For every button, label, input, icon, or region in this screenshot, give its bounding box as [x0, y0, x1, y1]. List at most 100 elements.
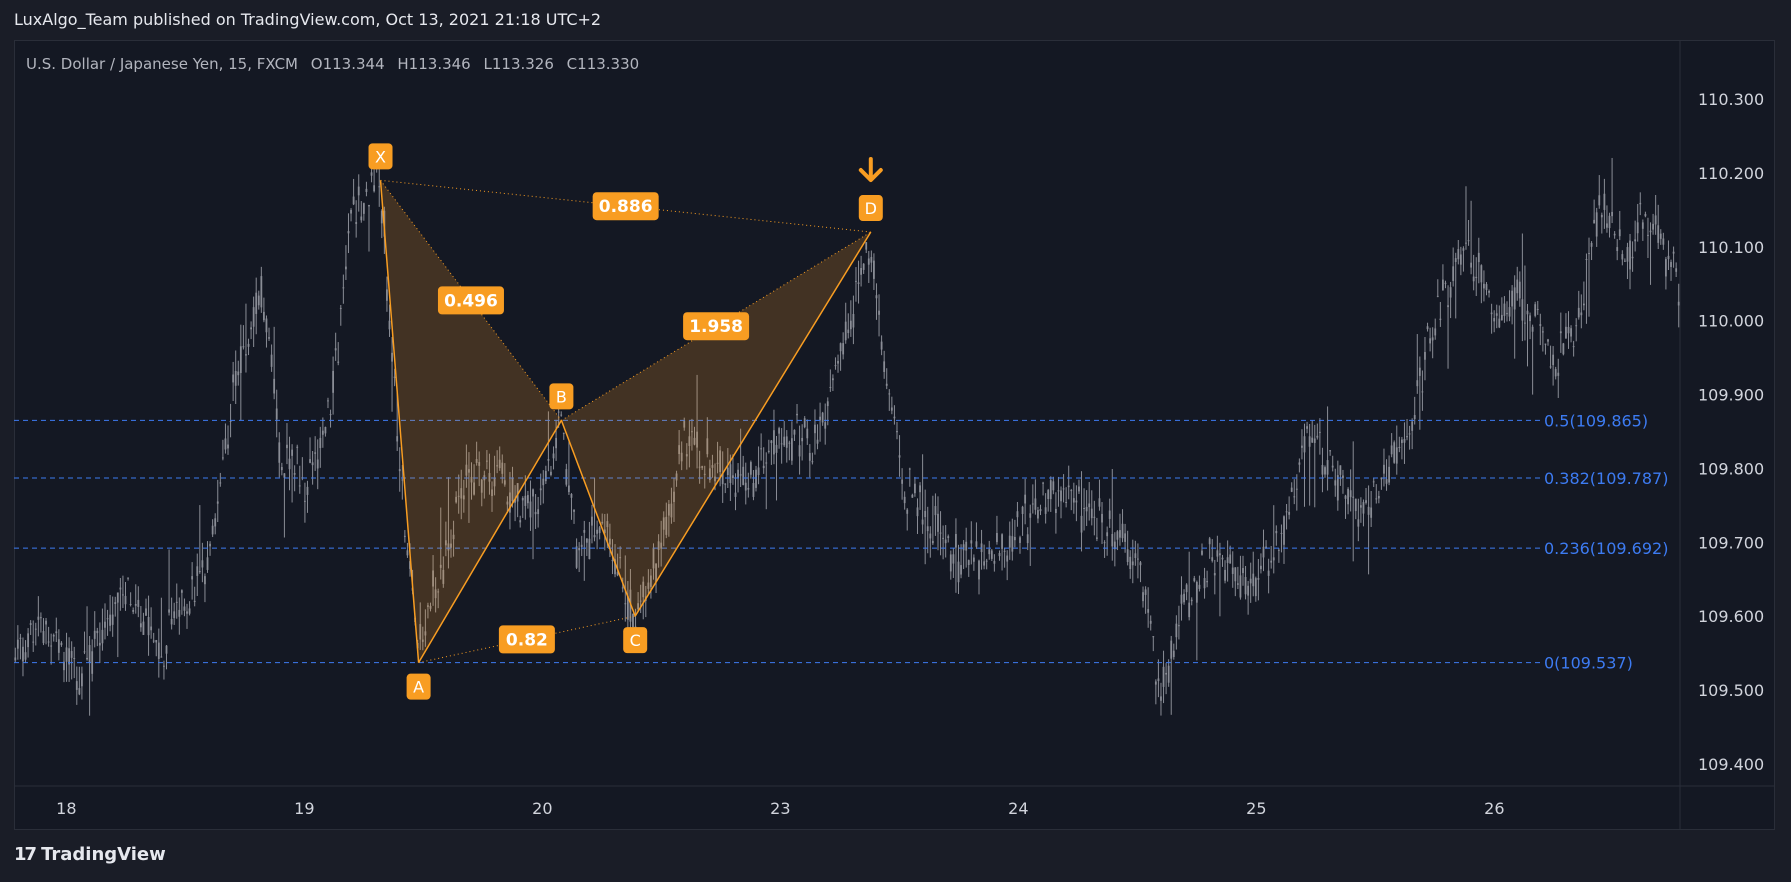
- candle-body: [908, 468, 911, 470]
- candle-body: [770, 440, 773, 444]
- candle-body: [432, 570, 434, 587]
- candle-body: [1044, 507, 1047, 514]
- candle-body: [316, 459, 319, 469]
- candle-body: [716, 462, 719, 464]
- candle-body: [34, 628, 37, 630]
- candle-body: [693, 437, 696, 445]
- candle-body: [1231, 567, 1234, 574]
- candle-body: [452, 534, 455, 540]
- candle-body: [837, 360, 839, 364]
- candle-body: [1385, 479, 1388, 484]
- candle-body: [114, 602, 117, 604]
- candle-body: [698, 466, 701, 468]
- candle-body: [68, 648, 71, 665]
- candle-body: [70, 651, 73, 658]
- chart-panel[interactable]: [14, 40, 1775, 830]
- candle-body: [1052, 481, 1055, 491]
- candle-body: [1406, 436, 1408, 438]
- candle-body: [93, 630, 96, 639]
- candle-body: [1590, 242, 1593, 247]
- candle-body: [1195, 581, 1198, 603]
- candle-body: [1172, 650, 1175, 657]
- candle-body: [957, 561, 960, 583]
- candle-body: [388, 320, 391, 330]
- candle-body: [1665, 259, 1667, 277]
- candle-body: [204, 576, 206, 585]
- candle-body: [1370, 507, 1373, 518]
- candle-body: [632, 613, 634, 628]
- candle-body: [1157, 678, 1160, 682]
- candle-body: [1316, 435, 1319, 438]
- candle-body: [1490, 312, 1493, 315]
- candle-body: [306, 486, 309, 495]
- candle-body: [168, 609, 170, 613]
- publish-header: LuxAlgo_Team published on TradingView.co…: [14, 10, 602, 29]
- symbol-name: U.S. Dollar / Japanese Yen, 15, FXCM: [26, 55, 298, 73]
- candle-body: [1139, 562, 1142, 566]
- candle-body: [1252, 573, 1255, 587]
- candle-body: [706, 438, 709, 455]
- candle-body: [45, 620, 47, 625]
- candle-body: [1003, 550, 1006, 552]
- candle-body: [60, 642, 63, 646]
- fib-level-label: 0(109.537): [1544, 654, 1633, 673]
- candle-body: [673, 491, 675, 502]
- candle-body: [142, 621, 145, 635]
- candle-body: [211, 525, 214, 535]
- candle-body: [752, 483, 755, 497]
- candle-body: [396, 436, 399, 442]
- candle-body: [934, 506, 937, 516]
- candle-body: [270, 354, 273, 367]
- ohlc-close: C113.330: [567, 55, 640, 73]
- candle-body: [624, 603, 627, 605]
- candle-body: [229, 421, 232, 423]
- candle-body: [347, 231, 350, 234]
- pattern-point-box: [858, 195, 883, 222]
- candle-body: [170, 619, 173, 625]
- candle-body: [157, 642, 160, 659]
- candle-body: [926, 526, 929, 532]
- candle-body: [1562, 343, 1565, 355]
- candle-body: [24, 652, 27, 660]
- candle-body: [1013, 536, 1016, 541]
- candle-body: [1318, 431, 1321, 433]
- candle-body: [1134, 553, 1137, 558]
- candle-body: [239, 346, 242, 373]
- candle-body: [539, 488, 542, 491]
- candle-body: [1442, 279, 1444, 291]
- candle-body: [1418, 367, 1421, 376]
- candle-body: [696, 431, 698, 448]
- candle-body: [575, 546, 578, 568]
- candle-body: [506, 501, 509, 505]
- candle-body: [603, 529, 606, 534]
- candle-body: [224, 438, 227, 450]
- candle-body: [1306, 426, 1308, 429]
- candle-body: [1144, 589, 1147, 595]
- candle-body: [1395, 447, 1398, 464]
- candle-body: [1090, 508, 1093, 519]
- candle-body: [1611, 211, 1613, 217]
- candle-body: [532, 489, 534, 497]
- candle-body: [73, 657, 76, 659]
- candle-body: [455, 496, 458, 503]
- candle-body: [844, 321, 847, 341]
- candle-body: [165, 645, 168, 654]
- candle-body: [1641, 222, 1644, 229]
- candle-body: [1152, 636, 1155, 638]
- candle-body: [1342, 475, 1344, 479]
- candle-body: [257, 295, 260, 306]
- candle-body: [998, 552, 1001, 557]
- candle-body: [1506, 313, 1508, 315]
- candle-body: [1403, 438, 1406, 443]
- candle-body: [1616, 247, 1619, 251]
- candle-body: [129, 603, 132, 605]
- candle-body: [160, 656, 163, 658]
- candle-body: [1260, 565, 1262, 570]
- candle-body: [247, 343, 250, 347]
- date-tick-label: 25: [1246, 799, 1266, 818]
- candle-body: [1267, 570, 1270, 576]
- candle-body: [332, 370, 335, 393]
- candle-body: [1275, 530, 1278, 534]
- candle-body: [1659, 233, 1662, 239]
